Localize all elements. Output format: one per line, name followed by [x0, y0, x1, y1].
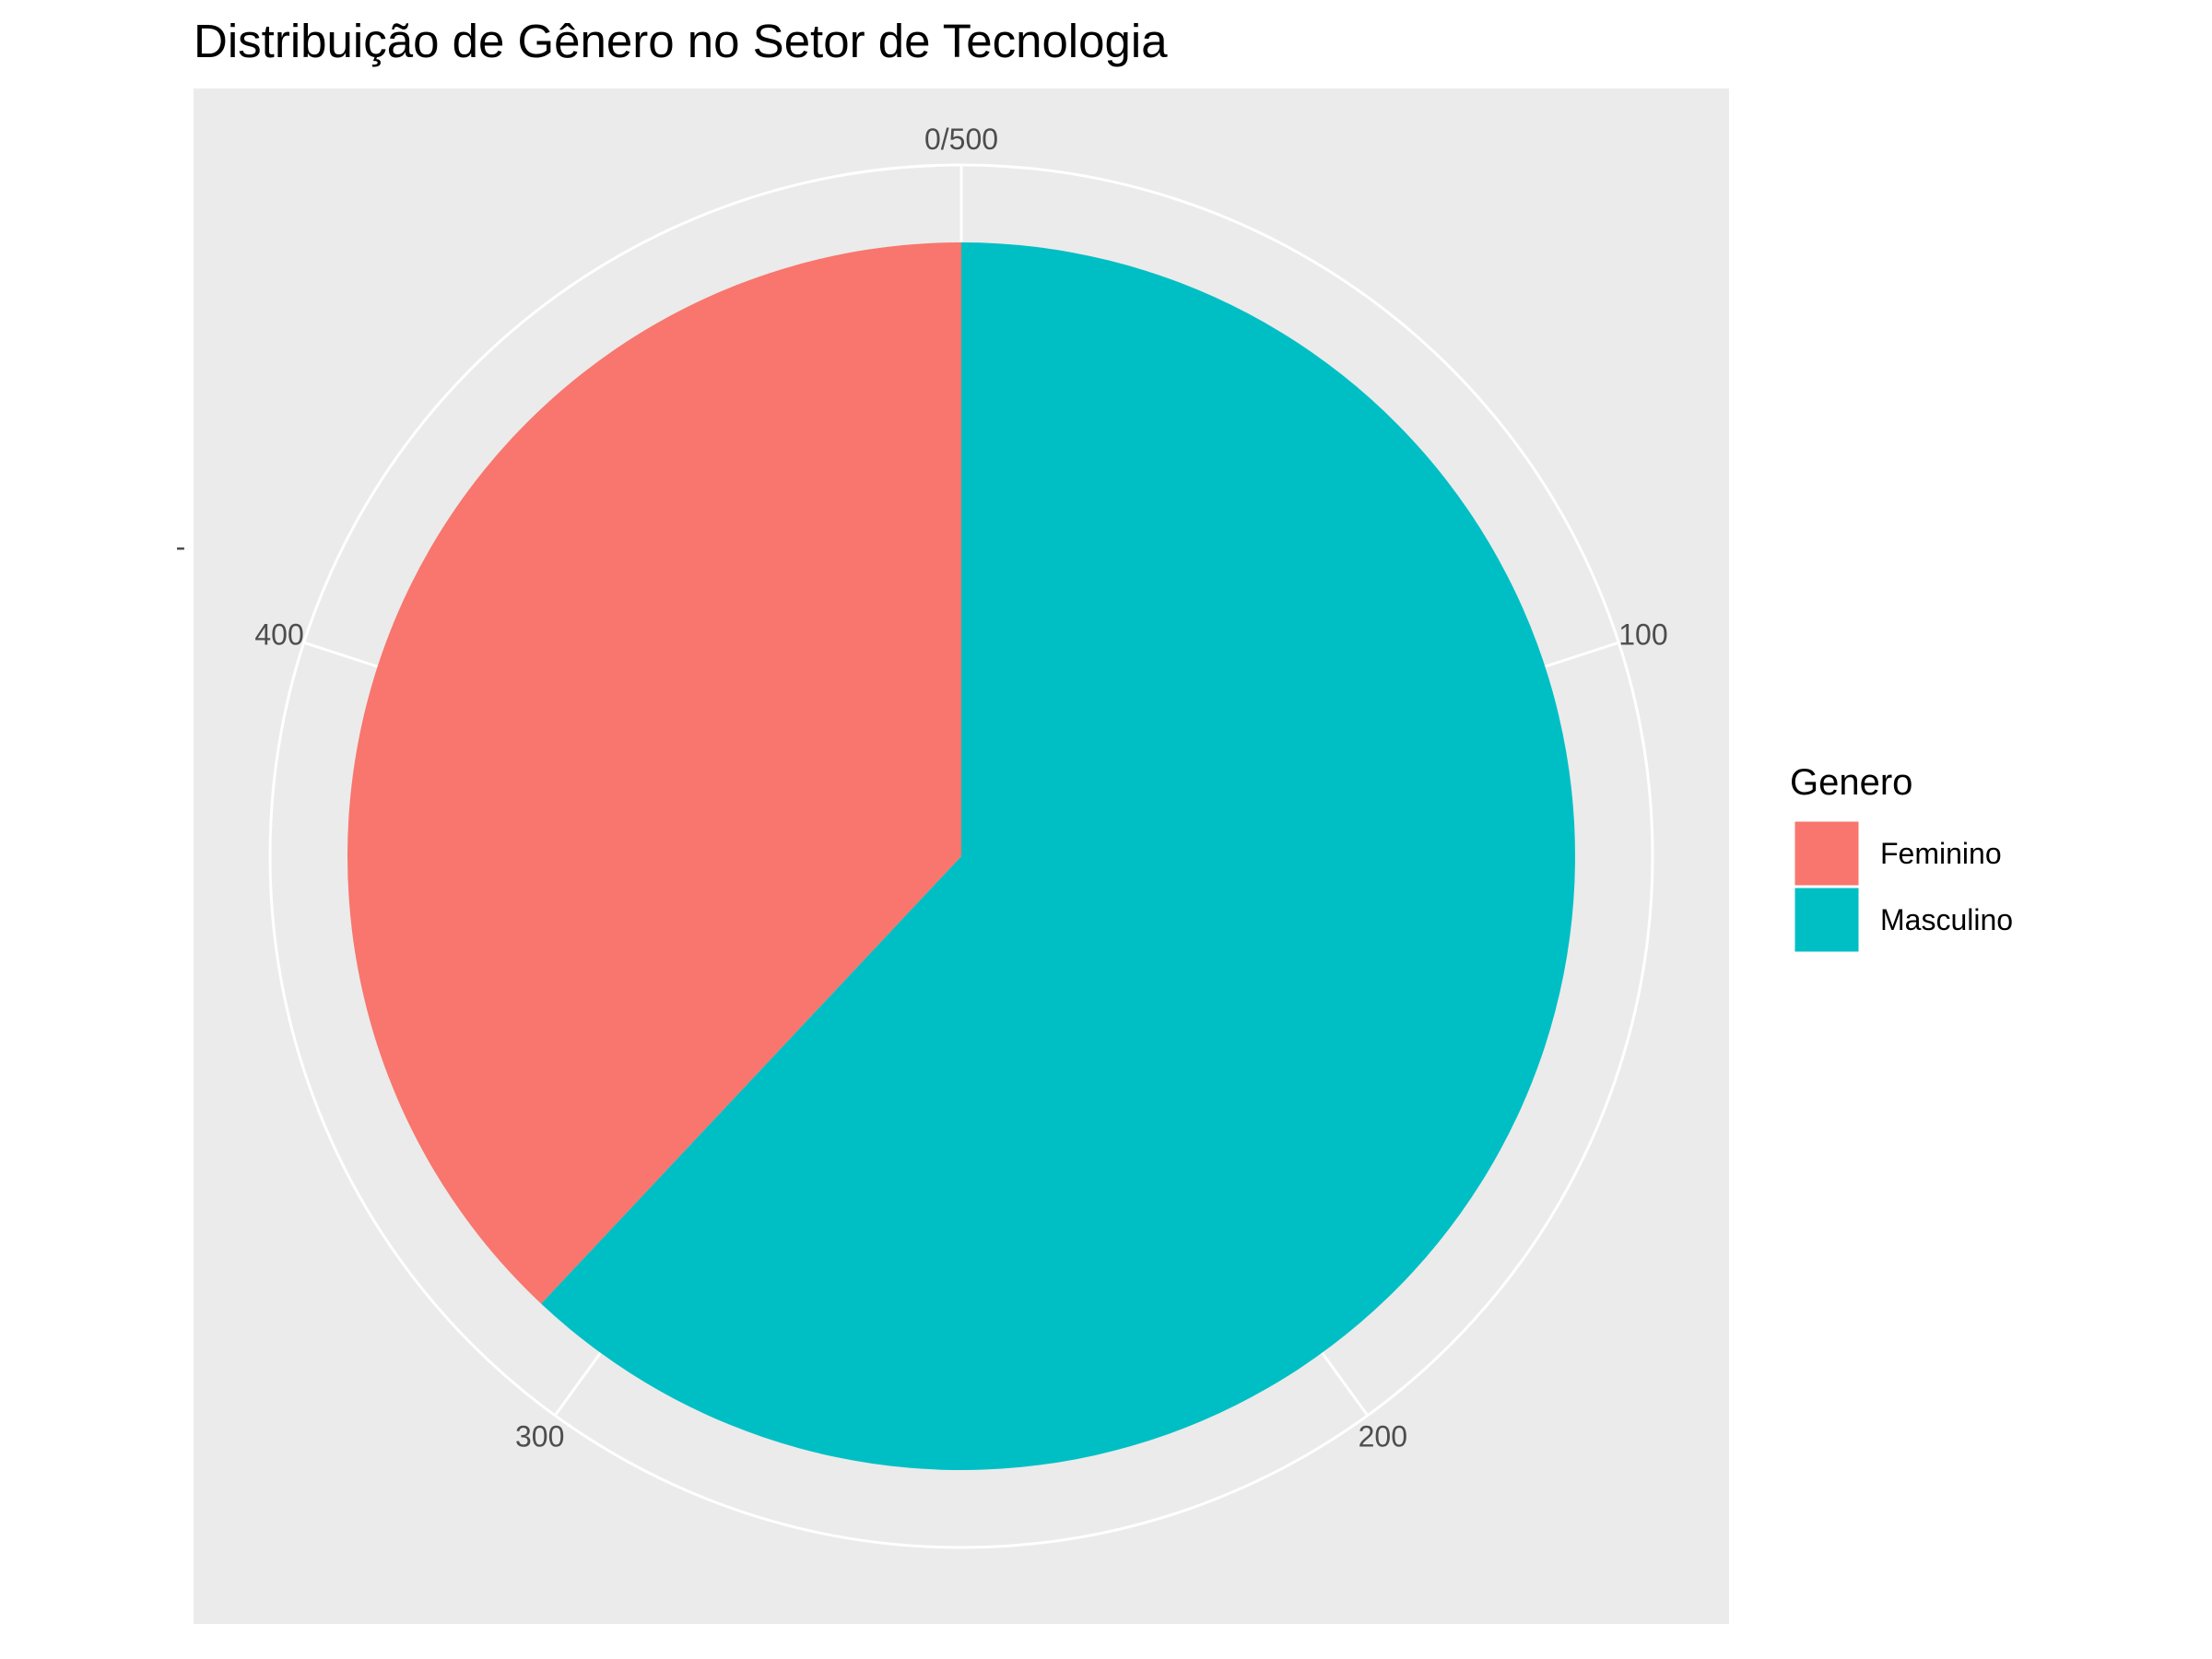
slice-feminino: [347, 242, 961, 1304]
legend-label-feminino: Feminino: [1880, 837, 2002, 870]
theta-tick-label-3: 300: [515, 1419, 564, 1453]
chart-title: Distribuição de Gênero no Setor de Tecno…: [194, 15, 1168, 67]
theta-tick-label-0: 0/500: [924, 123, 998, 156]
slice-masculino: [541, 242, 1576, 1470]
theta-tick-label-2: 200: [1359, 1419, 1407, 1453]
legend: Genero Feminino Masculino: [1790, 762, 2013, 955]
pie-slices: [347, 242, 1576, 1470]
legend-key-masculino: [1792, 885, 1862, 955]
legend-entries: Feminino Masculino: [1792, 818, 2013, 955]
y-axis-label: -: [176, 530, 186, 563]
theta-tick-labels: 0/500 100 200 300 400: [254, 123, 1667, 1453]
theta-tick-label-1: 100: [1618, 618, 1667, 652]
theta-tick-label-4: 400: [254, 618, 303, 652]
legend-key-feminino: [1792, 818, 1862, 888]
legend-title: Genero: [1790, 762, 1912, 803]
legend-label-masculino: Masculino: [1880, 903, 2013, 936]
